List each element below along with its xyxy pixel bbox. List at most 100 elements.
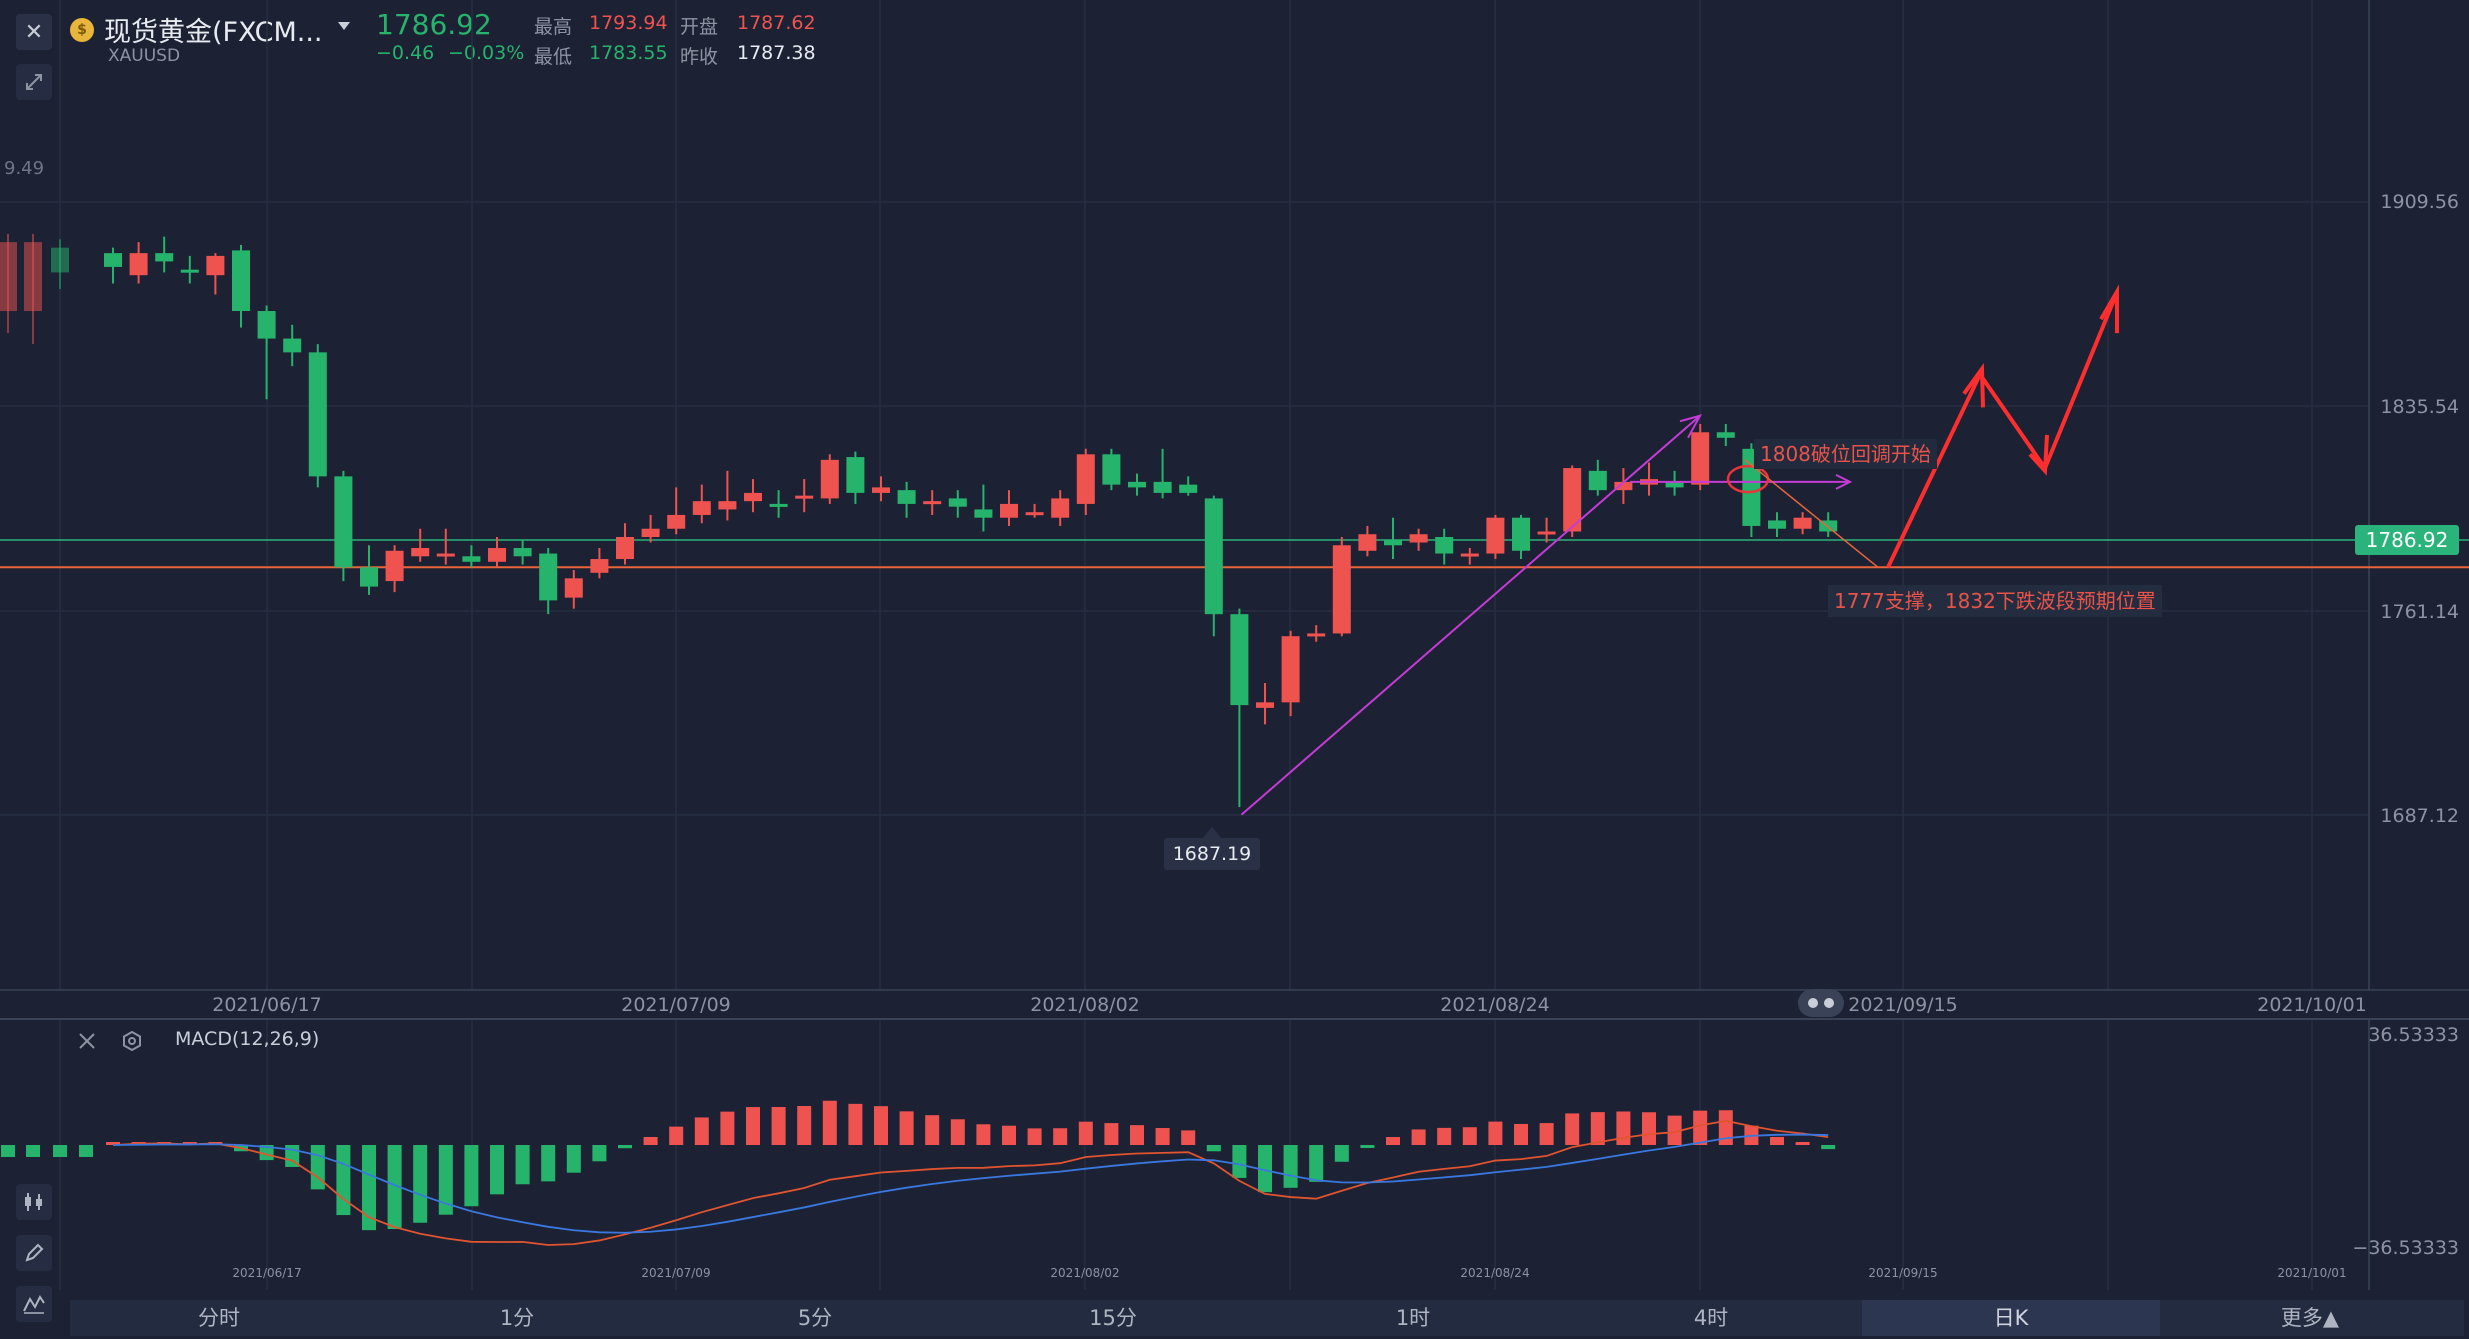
macd-histogram-bar bbox=[1232, 1145, 1247, 1178]
candles-tool-button[interactable] bbox=[16, 1184, 52, 1220]
candle-body bbox=[820, 459, 839, 499]
price-axis-label: 1909.56 bbox=[2380, 191, 2459, 213]
x-axis-date: 2021/08/02 bbox=[1030, 994, 1140, 1016]
symbol-name[interactable]: 现货黄金(FXCM... bbox=[104, 17, 323, 48]
macd-histogram-bar bbox=[1002, 1125, 1016, 1145]
tab-1min[interactable]: 1分 bbox=[499, 1306, 535, 1330]
left-toolbar bbox=[0, 0, 70, 1339]
candle-body bbox=[667, 514, 686, 529]
candle-body bbox=[692, 501, 711, 515]
breakdown-arrowhead bbox=[1835, 473, 1853, 490]
candle-body bbox=[641, 528, 660, 537]
annotation-breakdown: 1808破位回调开始 bbox=[1754, 439, 1937, 469]
macd-histogram-bar bbox=[669, 1126, 684, 1145]
candle-body bbox=[411, 548, 430, 557]
expand-button[interactable] bbox=[16, 64, 52, 100]
macd-histogram-bar bbox=[1616, 1111, 1631, 1145]
scroll-indicator[interactable] bbox=[1798, 989, 1844, 1017]
candle-body bbox=[206, 255, 225, 276]
candle-body bbox=[1563, 468, 1582, 532]
macd-histogram-bar bbox=[464, 1145, 479, 1207]
candle-body bbox=[1793, 517, 1812, 529]
candle-body bbox=[1716, 432, 1735, 438]
candle-body bbox=[718, 501, 737, 510]
candle-body bbox=[590, 559, 609, 573]
tab-timeshare[interactable]: 分时 bbox=[198, 1306, 240, 1330]
symbol-dropdown-icon[interactable] bbox=[337, 21, 351, 31]
candle-body bbox=[1153, 481, 1172, 493]
candle-body bbox=[1460, 553, 1479, 557]
indicator-tool-button[interactable] bbox=[16, 1286, 52, 1322]
x-axis-date: 2021/07/09 bbox=[621, 994, 731, 1016]
candle-body bbox=[1179, 484, 1198, 493]
tab-more[interactable]: 更多▲ bbox=[2280, 1306, 2340, 1330]
candle-body bbox=[564, 578, 583, 598]
macd-histogram-bar bbox=[1590, 1112, 1605, 1145]
candle-body bbox=[1204, 498, 1223, 615]
macd-histogram-bar bbox=[541, 1145, 556, 1182]
candle-body bbox=[232, 250, 250, 312]
tab-daily[interactable]: 日K bbox=[1862, 1300, 2160, 1336]
macd-histogram-bar bbox=[1693, 1110, 1708, 1145]
macd-histogram-bar bbox=[592, 1145, 607, 1162]
candle-body bbox=[1384, 539, 1402, 546]
candle-body bbox=[308, 352, 327, 477]
macd-divider bbox=[0, 1018, 2469, 1020]
candle-body bbox=[1819, 520, 1838, 532]
macd-chart[interactable] bbox=[0, 1020, 2469, 1300]
candle-body bbox=[155, 253, 174, 262]
macd-histogram-bar bbox=[925, 1115, 940, 1145]
candle-body bbox=[769, 503, 788, 507]
low-price-marker: 1687.19 bbox=[1164, 838, 1260, 870]
macd-dea-line bbox=[112, 1133, 1829, 1234]
candle-body bbox=[1512, 517, 1530, 551]
candle-body bbox=[104, 253, 122, 267]
macd-histogram-bar bbox=[1667, 1115, 1682, 1145]
macd-histogram-bar bbox=[976, 1124, 991, 1145]
macd-histogram-bar bbox=[1411, 1129, 1426, 1145]
candle-body bbox=[129, 253, 148, 276]
macd-histogram-bar bbox=[848, 1103, 863, 1145]
macd-title: MACD(12,26,9) bbox=[175, 1028, 320, 1050]
candle-body bbox=[744, 492, 762, 502]
macd-histogram-bar bbox=[336, 1145, 351, 1216]
tab-4hour[interactable]: 4时 bbox=[1693, 1306, 1729, 1330]
prev-close-label: 昨收 bbox=[680, 46, 719, 68]
candle-body bbox=[360, 567, 378, 587]
macd-histogram-bar bbox=[1514, 1123, 1528, 1145]
macd-close-icon[interactable] bbox=[78, 1032, 96, 1050]
candle-body bbox=[257, 311, 276, 339]
candle-body bbox=[24, 242, 42, 312]
candle-body bbox=[923, 501, 942, 505]
candle-body bbox=[1665, 481, 1684, 488]
candle-body bbox=[1102, 454, 1121, 485]
draw-tool-button[interactable] bbox=[16, 1235, 52, 1271]
open-value: 1787.62 bbox=[737, 12, 816, 34]
tab-5min[interactable]: 5分 bbox=[797, 1306, 833, 1330]
macd-histogram-bar bbox=[746, 1107, 760, 1145]
partial-price-label: 9.49 bbox=[4, 158, 45, 179]
price-axis-label: 1687.12 bbox=[2380, 805, 2459, 827]
tab-15min[interactable]: 15分 bbox=[1089, 1306, 1137, 1330]
tab-1hour[interactable]: 1时 bbox=[1395, 1306, 1431, 1330]
macd-histogram-bar bbox=[53, 1145, 67, 1157]
candle-body bbox=[897, 490, 916, 504]
candle-body bbox=[1332, 545, 1351, 634]
macd-histogram-bar bbox=[1130, 1125, 1144, 1145]
macd-histogram-bar bbox=[387, 1145, 402, 1230]
macd-histogram-bar bbox=[1488, 1121, 1503, 1145]
close-button[interactable]: ✕ bbox=[16, 14, 52, 50]
candle-body bbox=[948, 498, 967, 507]
macd-histogram-bar bbox=[1821, 1145, 1836, 1150]
candle-body bbox=[1281, 636, 1300, 703]
macd-settings-icon[interactable] bbox=[122, 1031, 142, 1051]
macd-date: 2021/10/01 bbox=[2277, 1266, 2347, 1280]
candle-body bbox=[1051, 498, 1070, 518]
candle-body bbox=[51, 247, 69, 273]
trend-arrowhead bbox=[1679, 414, 1703, 439]
candle-body bbox=[1000, 503, 1018, 518]
candle-body bbox=[616, 536, 634, 560]
macd-histogram-bar bbox=[1334, 1145, 1349, 1162]
price-chart[interactable] bbox=[0, 0, 2469, 1020]
